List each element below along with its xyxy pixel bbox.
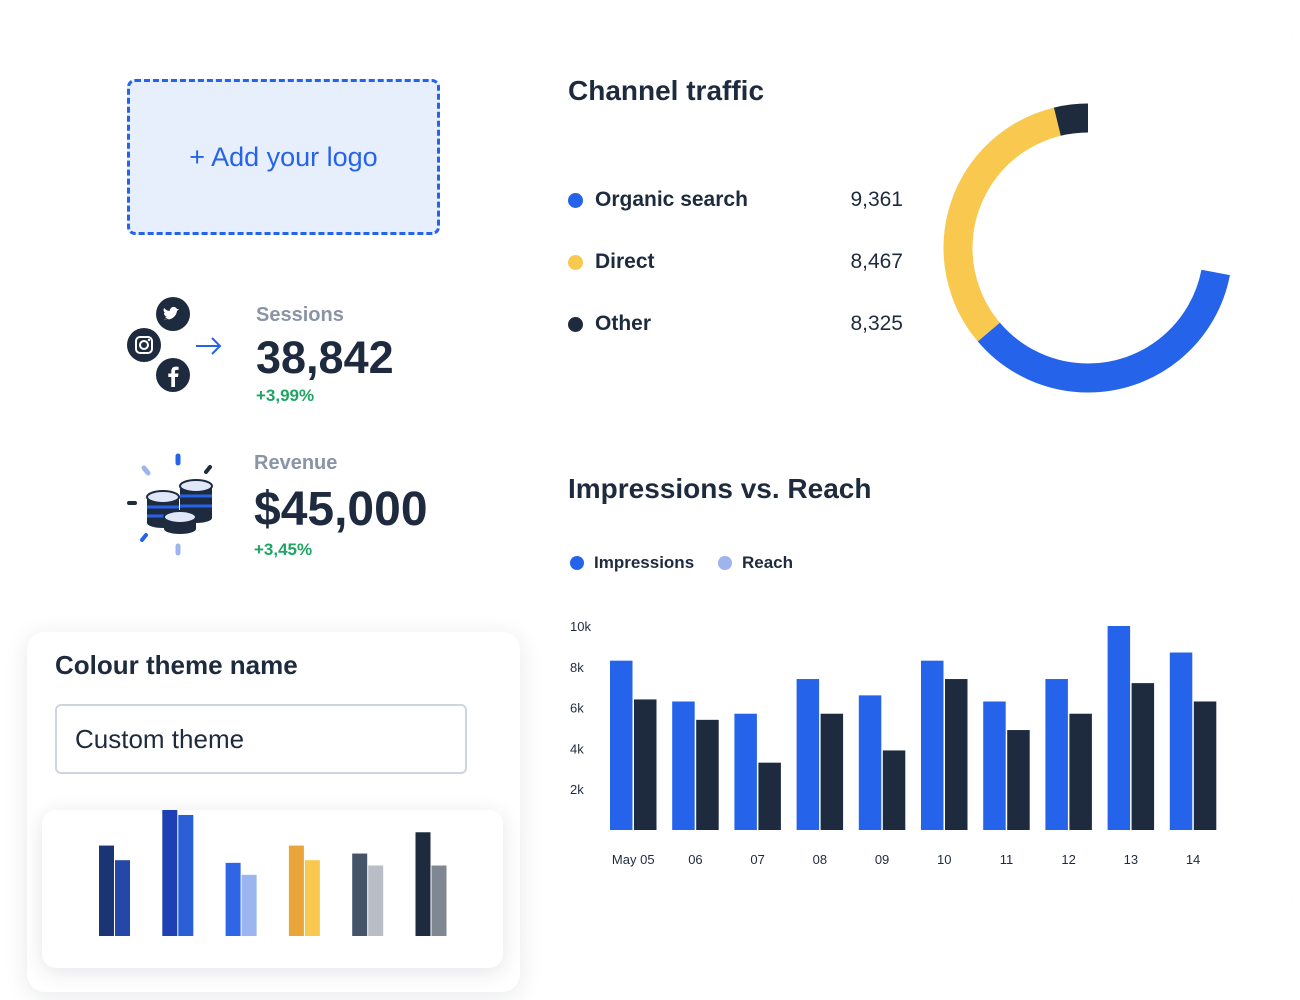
bar-reach [1069, 713, 1092, 830]
legend-value: 8,467 [850, 250, 903, 273]
y-tick-label: 6k [570, 701, 584, 716]
add-logo-label: + Add your logo [189, 141, 378, 172]
facebook-icon [156, 358, 190, 392]
impressions-bar-chart: 2k 4k 6k 8k 10k May 05 06 07 08 09 10 11 12 13 14 [570, 619, 1217, 867]
theme-name-input[interactable] [55, 704, 467, 774]
bar-impressions [734, 713, 757, 830]
legend-dot [568, 192, 583, 208]
palette-preview-card [42, 804, 503, 968]
sessions-label: Sessions [256, 304, 344, 326]
bar-reach [696, 719, 719, 830]
palette-swatch-bar [304, 860, 320, 936]
bar-impressions [1169, 652, 1193, 830]
legend-item-reach: Reach [718, 553, 793, 573]
bar-impressions [796, 679, 820, 830]
palette-swatch-bar [288, 845, 304, 936]
donut-slice-other [943, 103, 1233, 393]
legend-name: Direct [595, 250, 655, 273]
palette-swatch-bar [115, 860, 130, 936]
instagram-icon [127, 328, 161, 362]
bar-reach [882, 750, 906, 830]
social-icons [127, 297, 222, 392]
legend-item-direct: Direct 8,467 [568, 247, 903, 277]
bar-reach [1007, 730, 1030, 830]
sessions-value: 38,842 [256, 332, 394, 383]
bar-impressions [921, 660, 944, 830]
coins-icon [127, 453, 213, 556]
bar-impressions [672, 701, 695, 830]
bar-reach [758, 762, 781, 830]
x-tick-label: 09 [875, 852, 889, 867]
legend-dot [718, 556, 732, 570]
legend-name: Impressions [594, 553, 695, 572]
theme-title: Colour theme name [55, 650, 298, 680]
legend-name: Organic search [595, 188, 748, 211]
revenue-change: +3,45% [254, 540, 313, 559]
y-tick-label: 2k [570, 782, 584, 797]
x-tick-label: 06 [688, 852, 702, 867]
donut-slice-direct [943, 103, 1233, 393]
palette-swatch-bar [162, 804, 178, 936]
add-logo-button[interactable]: + Add your logo [127, 79, 440, 235]
bar-reach [820, 713, 844, 830]
palette-swatch-bar [415, 832, 431, 936]
impressions-title: Impressions vs. Reach [568, 473, 872, 504]
channel-traffic-title: Channel traffic [568, 75, 765, 106]
palette-swatch-bar [178, 814, 194, 936]
legend-dot [568, 254, 583, 270]
bar-reach [634, 699, 657, 830]
x-tick-label: 12 [1061, 852, 1075, 867]
revenue-value: $45,000 [254, 483, 428, 536]
bar-impressions [1045, 679, 1068, 830]
x-tick-label: 08 [813, 852, 827, 867]
x-tick-label: 11 [1000, 852, 1014, 867]
legend-dot [570, 556, 584, 570]
twitter-icon [156, 297, 190, 331]
legend-value: 9,361 [850, 188, 903, 211]
x-tick-label: 07 [750, 852, 764, 867]
palette-swatch-bar [368, 865, 384, 936]
bar-impressions [610, 660, 633, 830]
legend-item-impressions: Impressions [570, 553, 694, 573]
palette-swatch-bar [241, 874, 257, 936]
x-tick-label: May 05 [612, 852, 655, 867]
bar-reach [1193, 701, 1217, 830]
bar-reach [945, 679, 968, 830]
x-tick-label: 13 [1124, 852, 1138, 867]
palette-swatch-bar [225, 862, 241, 936]
x-tick-label: 10 [937, 852, 951, 867]
y-tick-label: 4k [570, 741, 584, 756]
palette-swatch-bar [431, 865, 447, 936]
legend-item-organic-search: Organic search 9,361 [568, 185, 903, 215]
bar-reach [1131, 683, 1155, 830]
x-tick-label: 14 [1186, 852, 1200, 867]
revenue-label: Revenue [254, 452, 338, 474]
channel-traffic-donut [943, 103, 1233, 393]
sessions-change: +3,99% [256, 386, 315, 405]
y-tick-label: 8k [570, 660, 584, 675]
bar-impressions [858, 695, 882, 830]
palette-swatch-bar [352, 853, 368, 936]
legend-value: 8,325 [850, 312, 903, 335]
legend-item-other: Other 8,325 [568, 309, 903, 339]
legend-name: Other [595, 312, 652, 335]
arrow-right-icon [196, 337, 222, 355]
donut-slice-organic-search [943, 103, 1233, 393]
palette-preview [99, 804, 447, 936]
legend-dot [568, 316, 583, 332]
bar-impressions [1107, 626, 1131, 830]
bar-impressions [983, 701, 1006, 830]
legend-name: Reach [742, 553, 794, 572]
y-tick-label: 10k [570, 619, 591, 634]
palette-swatch-bar [99, 845, 114, 936]
